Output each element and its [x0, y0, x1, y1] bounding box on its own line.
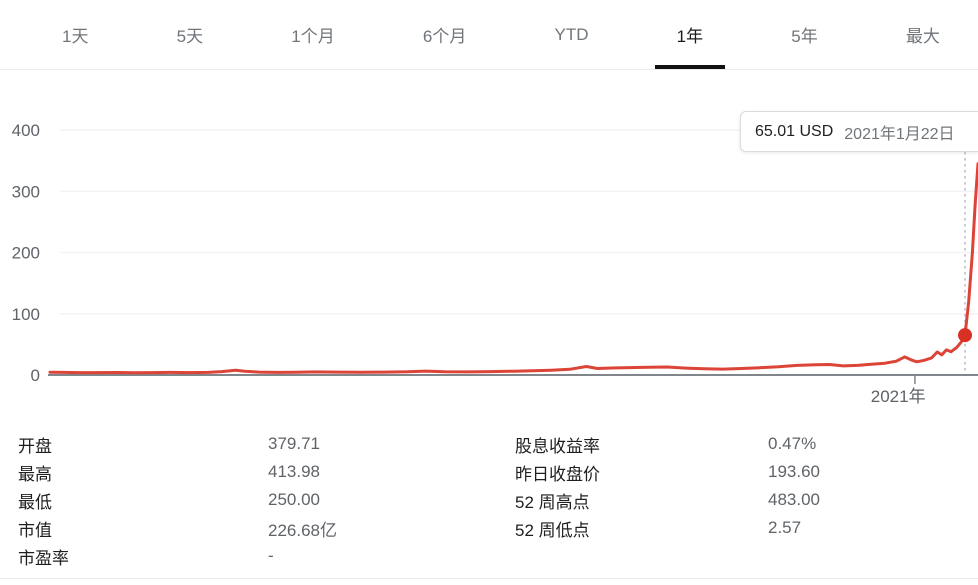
key-stats-grid: 开盘 379.71 股息收益率 0.47% 最高 413.98 昨日收盘价 19… — [18, 430, 978, 578]
stat-low-label: 最低 — [18, 492, 52, 512]
tab-ytd[interactable]: YTD — [554, 24, 589, 44]
tab-5d[interactable]: 5天 — [176, 27, 204, 46]
hovered-point-marker — [958, 328, 973, 343]
stat-open-label: 开盘 — [18, 436, 52, 456]
stat-52wk-high-value: 483.00 — [768, 490, 820, 509]
y-axis-label-200: 200 — [12, 244, 40, 263]
stat-high-label: 最高 — [18, 464, 52, 484]
chart-tooltip: 65.01 USD 2021年1月22日 — [740, 111, 978, 152]
tooltip-date: 2021年1月22日 — [844, 125, 955, 143]
stat-prev-close-label: 昨日收盘价 — [515, 464, 600, 484]
stat-52wk-high-label: 52 周高点 — [515, 492, 590, 512]
stat-open-value: 379.71 — [268, 434, 320, 453]
stat-52wk-low-label: 52 周低点 — [515, 520, 590, 540]
key-stats-panel: 开盘 379.71 股息收益率 0.47% 最高 413.98 昨日收盘价 19… — [0, 430, 978, 579]
stat-low-value: 250.00 — [268, 490, 320, 509]
tooltip-price: 65.01 USD — [755, 122, 834, 140]
stat-pe-value: - — [268, 546, 274, 565]
y-axis-label-300: 300 — [12, 182, 40, 201]
tab-max[interactable]: 最大 — [905, 27, 940, 46]
tab-5y[interactable]: 5年 — [791, 27, 818, 46]
tab-1d[interactable]: 1天 — [62, 27, 89, 46]
y-axis-label-400: 400 — [12, 121, 40, 140]
price-line-series — [48, 162, 978, 375]
y-axis-label-100: 100 — [12, 305, 40, 324]
x-axis-label-2021: 2021年 — [871, 387, 926, 406]
stat-pe-label: 市盈率 — [18, 548, 69, 568]
tab-6m[interactable]: 6个月 — [422, 27, 467, 46]
stat-prev-close-value: 193.60 — [768, 462, 820, 481]
tab-1y[interactable]: 1年 — [654, 0, 726, 69]
stat-high-value: 413.98 — [268, 462, 320, 481]
time-range-tabbar: 1天 5天 1个月 6个月 YTD 1年 5年 最大 — [0, 0, 978, 70]
price-chart[interactable]: 0 100 200 300 400 2021年 — [0, 90, 978, 420]
tab-1m[interactable]: 1个月 — [291, 27, 335, 46]
stat-div-yield-label: 股息收益率 — [515, 436, 600, 456]
stat-mktcap-label: 市值 — [18, 520, 52, 540]
stat-mktcap-value: 226.68亿 — [268, 520, 337, 540]
stat-52wk-low-value: 2.57 — [768, 518, 802, 537]
stat-div-yield-value: 0.47% — [768, 434, 817, 453]
price-chart-svg[interactable]: 0 100 200 300 400 2021年 — [0, 90, 978, 420]
y-axis-label-0: 0 — [31, 366, 40, 385]
